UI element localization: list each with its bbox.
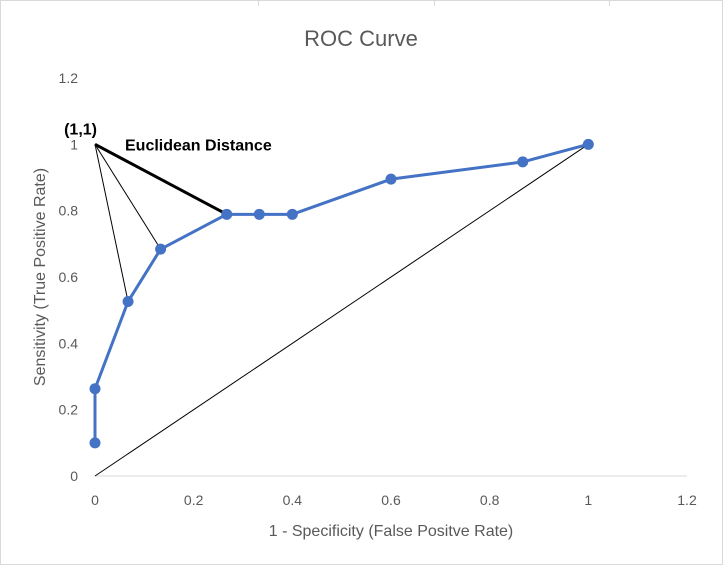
roc-data-point bbox=[253, 208, 265, 220]
annotation-label: (1,1) bbox=[64, 121, 97, 138]
x-tick-label: 1.2 bbox=[677, 492, 697, 508]
x-tick-label: 0 bbox=[91, 492, 99, 508]
diagonal-reference-layer bbox=[94, 143, 589, 477]
series-layer bbox=[89, 138, 594, 449]
roc-data-point bbox=[582, 138, 594, 150]
x-axis-label: 1 - Specificity (False Positve Rate) bbox=[269, 523, 514, 540]
sheet-gridline bbox=[609, 0, 610, 6]
y-tick-label: 1 bbox=[70, 136, 78, 152]
roc-data-point bbox=[221, 208, 233, 220]
sheet-gridline bbox=[434, 0, 435, 6]
y-tick-label: 0.4 bbox=[59, 335, 79, 351]
y-tick-label: 0.6 bbox=[59, 269, 79, 285]
y-axis-label: Sensitivity (True Positive Rate) bbox=[32, 168, 49, 386]
x-tick-label: 0.6 bbox=[381, 492, 401, 508]
distance-lines-layer bbox=[94, 143, 228, 302]
y-axis-ticks: 0 0.2 0.4 0.6 0.8 1 1.2 bbox=[59, 70, 79, 484]
roc-data-point bbox=[89, 383, 101, 395]
x-tick-label: 0.2 bbox=[184, 492, 204, 508]
sheet-gridline bbox=[258, 0, 259, 6]
distance-line bbox=[94, 144, 129, 302]
y-tick-label: 0.8 bbox=[59, 203, 79, 219]
roc-data-point bbox=[89, 437, 101, 449]
diagonal-reference-line bbox=[94, 143, 589, 477]
euclidean-distance-line bbox=[94, 143, 228, 216]
x-tick-label: 0.4 bbox=[283, 492, 303, 508]
roc-data-point bbox=[155, 243, 167, 255]
y-tick-label: 0 bbox=[70, 468, 78, 484]
roc-series-line bbox=[93, 142, 589, 443]
x-tick-label: 1 bbox=[584, 492, 592, 508]
distance-line bbox=[94, 144, 162, 250]
annotation-layer: (1,1) Euclidean Distance bbox=[64, 121, 272, 154]
x-tick-label: 0.8 bbox=[480, 492, 500, 508]
y-tick-label: 0.2 bbox=[59, 402, 79, 418]
roc-data-point bbox=[517, 156, 529, 168]
annotation-label: Euclidean Distance bbox=[125, 137, 272, 154]
chart-title: ROC Curve bbox=[304, 26, 418, 51]
roc-data-point bbox=[385, 173, 397, 185]
roc-data-point bbox=[286, 208, 298, 220]
y-tick-label: 1.2 bbox=[59, 70, 79, 86]
x-axis-ticks: 0 0.2 0.4 0.6 0.8 1 1.2 bbox=[91, 492, 697, 508]
roc-data-point bbox=[122, 296, 134, 308]
